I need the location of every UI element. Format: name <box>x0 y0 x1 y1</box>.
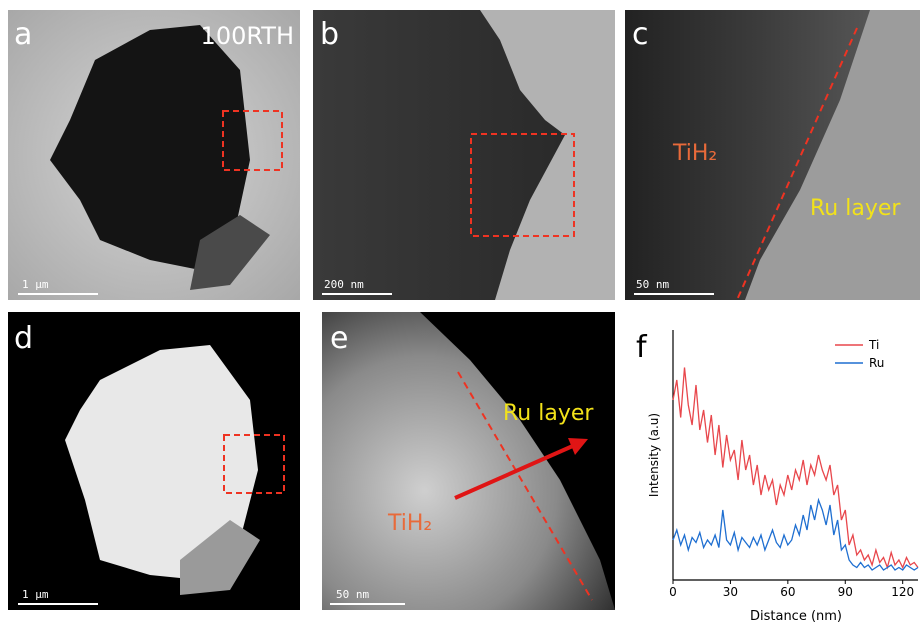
scale-bar-label: 1 μm <box>22 278 49 291</box>
x-tick-label: 60 <box>780 585 795 599</box>
legend-label: Ru <box>869 356 884 370</box>
panel-label: f <box>636 330 648 365</box>
x-tick-label: 90 <box>838 585 853 599</box>
phase-label: TiH₂ <box>672 141 717 166</box>
panel-label: c <box>632 17 649 52</box>
legend-label: Ti <box>868 338 879 352</box>
panel-label: e <box>330 321 348 356</box>
y-axis-label: Intensity (a.u) <box>647 413 661 497</box>
x-tick-label: 30 <box>723 585 738 599</box>
panel-b: b 200 nm <box>313 10 615 300</box>
layer-label: Ru layer <box>503 401 594 426</box>
scale-bar-label: 1 μm <box>22 588 49 601</box>
scale-bar-label: 200 nm <box>324 278 364 291</box>
figure: a 100RTH 1 μm b 200 nm c TiH₂ Ru layer 5… <box>0 0 920 623</box>
scale-bar-label: 50 nm <box>336 588 369 601</box>
panel-label: b <box>320 17 339 52</box>
panel-a: a 100RTH 1 μm <box>8 10 300 300</box>
panel-d: d 1 μm <box>8 312 300 610</box>
panel-label: d <box>14 321 33 356</box>
scale-bar-label: 50 nm <box>636 278 669 291</box>
x-tick-label: 120 <box>891 585 914 599</box>
sample-tag: 100RTH <box>201 22 294 50</box>
panel-label: a <box>14 17 32 52</box>
phase-label: TiH₂ <box>387 511 432 536</box>
x-axis-label: Distance (nm) <box>750 609 842 623</box>
layer-label: Ru layer <box>810 196 901 221</box>
panel-c: c TiH₂ Ru layer 50 nm <box>625 10 920 300</box>
panel-e: e TiH₂ Ru layer 50 nm <box>322 312 615 610</box>
data-line <box>673 368 918 568</box>
panel-f: f Distance (nm) Intensity (a.u) 0 30 60 90 1… <box>636 330 918 623</box>
x-tick-label: 0 <box>669 585 677 599</box>
